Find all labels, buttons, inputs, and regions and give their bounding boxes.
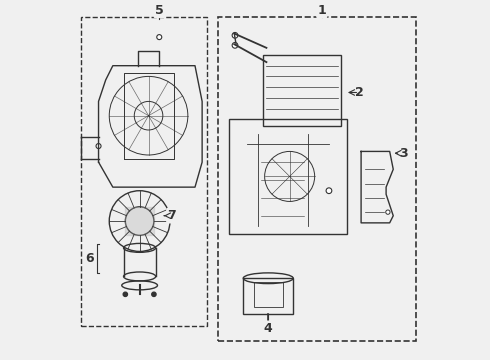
Text: 2: 2 <box>355 86 364 99</box>
Circle shape <box>157 35 162 40</box>
Text: 3: 3 <box>400 147 408 160</box>
Bar <box>218 18 416 341</box>
Circle shape <box>96 144 101 149</box>
Bar <box>229 119 347 234</box>
Circle shape <box>123 292 127 296</box>
Bar <box>243 278 293 314</box>
Bar <box>254 282 283 307</box>
Text: 1: 1 <box>318 4 326 17</box>
Bar <box>81 18 207 327</box>
Circle shape <box>152 292 156 296</box>
Circle shape <box>386 210 390 214</box>
Text: 6: 6 <box>85 252 94 265</box>
Circle shape <box>326 188 332 194</box>
Circle shape <box>232 32 238 38</box>
Bar <box>263 55 342 126</box>
Circle shape <box>232 42 238 48</box>
Text: 7: 7 <box>168 209 176 222</box>
Circle shape <box>266 324 270 329</box>
Text: 4: 4 <box>264 322 272 335</box>
Text: 5: 5 <box>155 4 164 17</box>
